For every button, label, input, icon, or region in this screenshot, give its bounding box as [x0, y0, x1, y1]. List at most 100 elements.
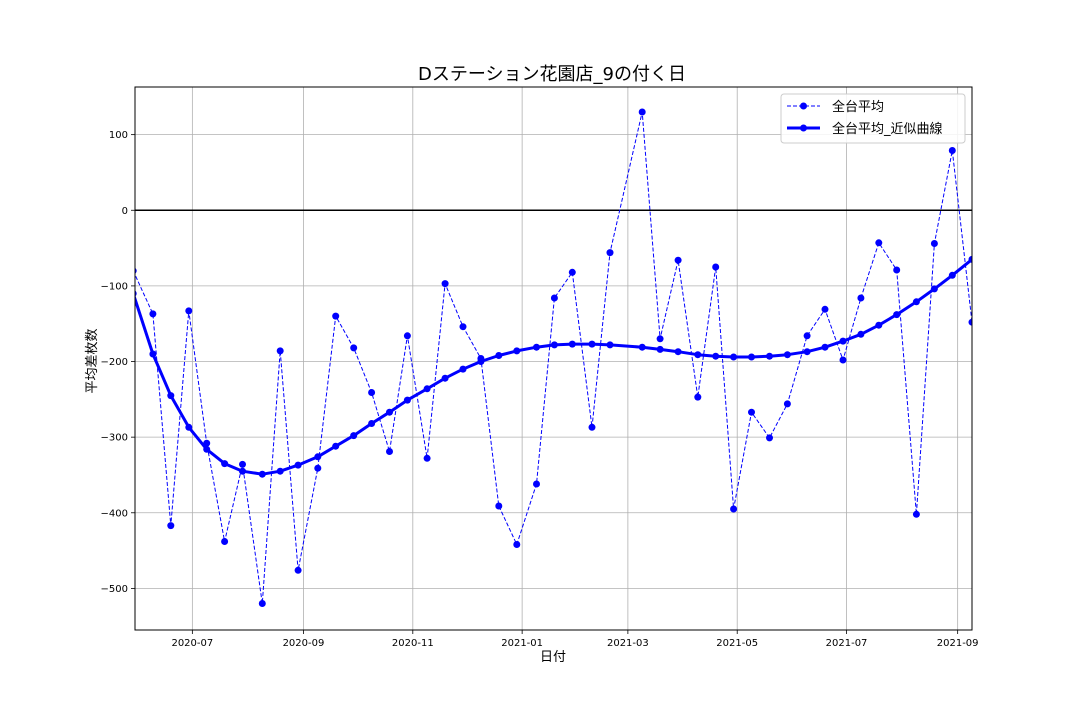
data-point-raw	[459, 323, 467, 331]
data-point-raw	[350, 344, 358, 352]
data-point-fit	[350, 432, 358, 440]
data-point-fit	[783, 351, 791, 359]
data-point-raw	[167, 522, 175, 530]
data-point-raw	[857, 294, 865, 302]
data-point-fit	[550, 341, 558, 349]
x-axis-ticks: 2020-07 2020-09 2020-11 2021-01 2021-03 2021-…	[171, 630, 979, 649]
data-point-fit	[239, 467, 246, 475]
plot-area	[135, 108, 972, 607]
data-point-fit	[533, 343, 540, 351]
x-tick-label: 2020-09	[283, 638, 325, 649]
data-point-fit	[368, 420, 376, 427]
data-point-raw	[332, 312, 340, 320]
data-point-fit	[638, 343, 646, 351]
data-point-fit	[656, 345, 664, 353]
data-point-fit	[930, 285, 938, 293]
data-point-raw	[712, 263, 720, 271]
data-point-raw	[513, 541, 521, 548]
data-point-fit	[459, 365, 467, 373]
data-point-fit	[495, 352, 503, 359]
data-point-raw	[149, 310, 157, 318]
y-tick-label: −500	[101, 584, 128, 595]
data-point-raw	[185, 307, 193, 315]
y-axis-ticks: 100 0 −100 −200 −300 −400 −500	[101, 130, 135, 595]
data-point-raw	[912, 510, 920, 518]
data-point-raw	[821, 305, 829, 313]
legend-swatch-marker	[800, 102, 807, 110]
data-point-raw	[893, 266, 901, 274]
y-tick-label: −400	[101, 508, 128, 519]
data-point-raw	[294, 566, 302, 574]
series-layer	[135, 108, 972, 607]
data-point-fit	[674, 348, 682, 356]
x-tick-label: 2020-07	[171, 638, 213, 649]
x-tick-label: 2021-07	[826, 638, 868, 649]
data-point-raw	[550, 294, 558, 302]
data-point-raw	[221, 538, 229, 545]
data-point-fit	[149, 350, 157, 358]
data-point-fit	[423, 385, 431, 393]
data-point-fit	[167, 392, 175, 400]
data-point-fit	[588, 340, 596, 348]
data-point-fit	[185, 423, 193, 431]
data-point-raw	[875, 239, 883, 247]
x-axis-label: 日付	[540, 650, 566, 665]
data-point-raw	[423, 454, 431, 462]
data-point-fit	[276, 467, 284, 475]
data-point-fit	[314, 453, 322, 461]
chart-title: Dステーション花園店_9の付く日	[418, 64, 686, 85]
data-point-raw	[276, 347, 284, 355]
data-point-fit	[839, 337, 847, 345]
data-point-fit	[203, 445, 211, 453]
legend-entry-fit: 全台平均_近似曲線	[832, 121, 943, 137]
data-point-raw	[674, 256, 682, 264]
data-point-raw	[386, 448, 393, 455]
data-point-fit	[948, 271, 956, 279]
data-point-fit	[912, 298, 920, 306]
data-point-raw	[839, 356, 847, 364]
data-point-raw	[783, 400, 791, 408]
x-tick-label: 2020-11	[392, 638, 434, 649]
data-point-fit	[893, 311, 901, 319]
data-point-fit	[712, 352, 720, 360]
data-point-raw	[694, 393, 702, 401]
data-point-fit	[258, 470, 266, 478]
data-point-fit	[857, 330, 865, 338]
data-point-raw	[730, 505, 738, 513]
y-tick-label: 0	[122, 206, 128, 217]
y-tick-label: −300	[101, 433, 128, 444]
y-tick-label: −200	[101, 357, 128, 368]
data-point-raw	[803, 332, 811, 340]
data-point-fit	[730, 353, 738, 361]
data-point-fit	[386, 408, 393, 416]
data-point-fit	[606, 341, 614, 349]
legend-swatch-marker	[800, 124, 807, 132]
data-point-fit	[803, 348, 811, 356]
data-point-raw	[588, 423, 596, 431]
data-point-raw	[606, 249, 614, 257]
data-point-raw	[314, 464, 322, 472]
data-point-raw	[766, 434, 773, 442]
series-line-raw	[135, 111, 972, 604]
data-point-raw	[930, 240, 938, 247]
data-point-fit	[748, 353, 755, 361]
x-tick-label: 2021-09	[937, 638, 979, 649]
y-tick-label: −100	[101, 281, 128, 292]
data-point-raw	[948, 147, 956, 154]
data-point-raw	[568, 268, 576, 276]
data-point-fit	[294, 461, 302, 469]
data-point-raw	[495, 502, 503, 510]
data-point-fit	[968, 255, 972, 263]
data-point-raw	[533, 480, 540, 488]
data-point-raw	[638, 108, 646, 116]
series-line-fit	[135, 258, 972, 476]
data-point-fit	[221, 460, 229, 468]
data-point-fit	[403, 396, 411, 404]
legend-box	[780, 93, 966, 144]
data-point-fit	[694, 351, 702, 359]
data-point-raw	[968, 318, 972, 326]
x-tick-label: 2021-05	[716, 638, 758, 649]
data-point-raw	[441, 280, 449, 288]
data-point-fit	[766, 352, 773, 360]
